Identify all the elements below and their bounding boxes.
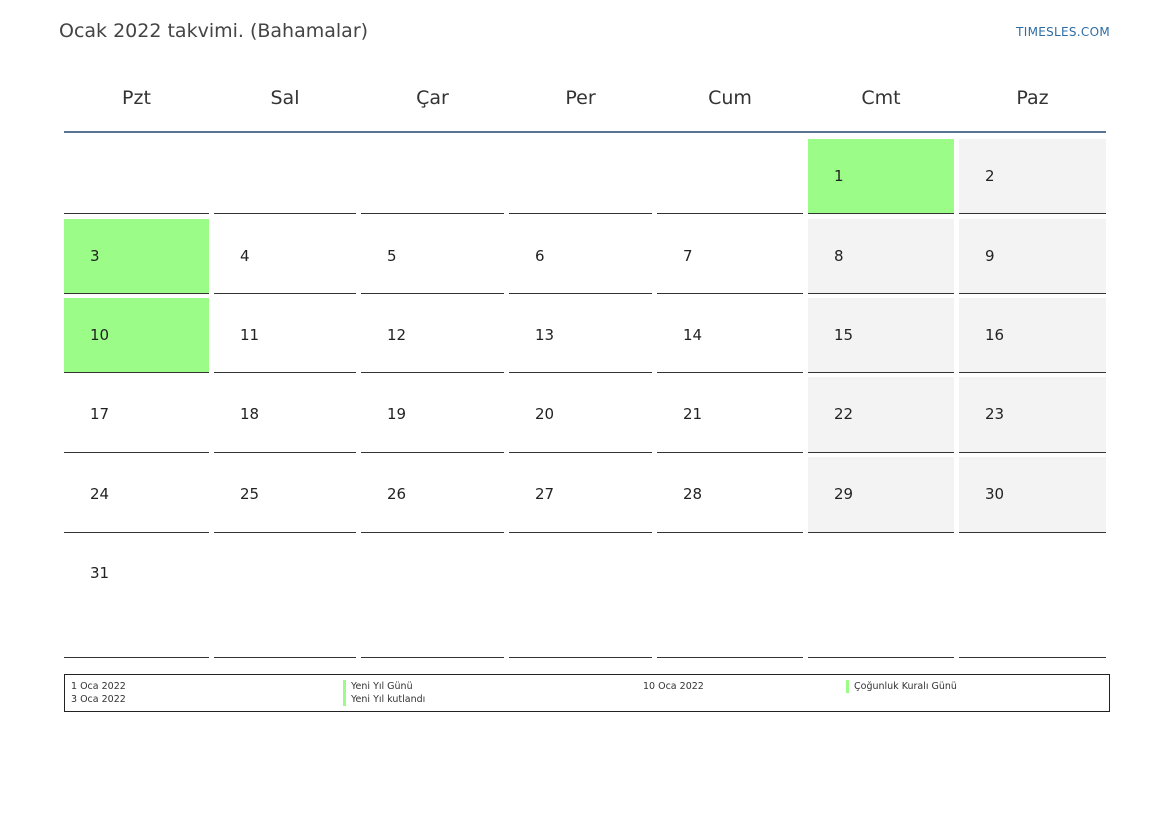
legend-date: 10 Oca 2022	[643, 681, 704, 692]
legend-holiday-name: Yeni Yıl Günü	[343, 680, 413, 693]
holiday-legend: 1 Oca 2022 3 Oca 2022 Yeni Yıl Günü Yeni…	[64, 674, 1110, 712]
weekday-label: Per	[565, 87, 596, 109]
day-cell: 20	[509, 377, 652, 453]
day-number: 3	[90, 247, 100, 265]
legend-dates-left: 1 Oca 2022 3 Oca 2022	[71, 680, 126, 706]
legend-names-left: Yeni Yıl Günü Yeni Yıl kutlandı	[343, 680, 425, 706]
day-cell: 26	[361, 457, 504, 533]
day-number: 24	[90, 485, 110, 503]
day-number: 10	[90, 326, 110, 344]
day-number: 18	[240, 405, 260, 423]
day-cell: 17	[64, 377, 209, 453]
weekday-label: Paz	[1016, 87, 1049, 109]
day-number: 16	[985, 326, 1005, 344]
day-cell: 27	[509, 457, 652, 533]
brand-link[interactable]: TIMESLES.COM	[1016, 25, 1110, 39]
empty-day-cell	[808, 536, 954, 658]
day-cell: 16	[959, 298, 1106, 373]
day-number: 26	[387, 485, 407, 503]
empty-day-cell	[64, 139, 209, 214]
day-number: 2	[985, 167, 995, 185]
day-number: 1	[834, 167, 844, 185]
empty-day-cell	[657, 536, 803, 658]
day-cell: 21	[657, 377, 803, 453]
day-cell: 9	[959, 219, 1106, 294]
day-number: 7	[683, 247, 693, 265]
day-number: 23	[985, 405, 1005, 423]
day-cell: 11	[214, 298, 356, 373]
empty-day-cell	[959, 536, 1106, 658]
empty-day-cell	[657, 139, 803, 214]
day-number: 14	[683, 326, 703, 344]
empty-day-cell	[509, 536, 652, 658]
legend-holiday-name: Çoğunluk Kuralı Günü	[846, 680, 957, 693]
day-cell: 14	[657, 298, 803, 373]
day-cell: 19	[361, 377, 504, 453]
legend-date: 1 Oca 2022	[71, 681, 126, 692]
empty-day-cell	[214, 536, 356, 658]
day-cell: 4	[214, 219, 356, 294]
day-number: 29	[834, 485, 854, 503]
day-cell: 22	[808, 377, 954, 453]
day-number: 5	[387, 247, 397, 265]
weekday-label: Çar	[416, 87, 449, 109]
day-number: 6	[535, 247, 545, 265]
header-divider	[64, 131, 1106, 133]
day-cell: 12	[361, 298, 504, 373]
legend-holiday-name: Yeni Yıl kutlandı	[343, 693, 425, 706]
day-number: 21	[683, 405, 703, 423]
day-number: 15	[834, 326, 854, 344]
day-cell: 5	[361, 219, 504, 294]
day-cell: 1	[808, 139, 954, 214]
weekday-label: Sal	[270, 87, 300, 109]
day-cell: 15	[808, 298, 954, 373]
day-number: 13	[535, 326, 555, 344]
empty-day-cell	[509, 139, 652, 214]
day-cell: 2	[959, 139, 1106, 214]
empty-day-cell	[361, 139, 504, 214]
legend-date: 3 Oca 2022	[71, 694, 126, 705]
day-cell: 6	[509, 219, 652, 294]
day-number: 27	[535, 485, 555, 503]
day-cell: 24	[64, 457, 209, 533]
weekday-header-row: Pzt Sal Çar Per Cum Cmt Paz	[64, 82, 1106, 118]
day-number: 4	[240, 247, 250, 265]
day-cell: 25	[214, 457, 356, 533]
day-cell: 28	[657, 457, 803, 533]
day-number: 30	[985, 485, 1005, 503]
day-number: 31	[90, 564, 110, 582]
empty-day-cell	[214, 139, 356, 214]
day-number: 12	[387, 326, 407, 344]
day-number: 17	[90, 405, 110, 423]
empty-day-cell	[361, 536, 504, 658]
day-cell: 8	[808, 219, 954, 294]
day-cell: 30	[959, 457, 1106, 533]
day-cell: 7	[657, 219, 803, 294]
day-cell: 10	[64, 298, 209, 373]
legend-names-right: Çoğunluk Kuralı Günü	[846, 680, 957, 693]
page-title: Ocak 2022 takvimi. (Bahamalar)	[59, 20, 369, 42]
day-number: 11	[240, 326, 260, 344]
day-number: 25	[240, 485, 260, 503]
day-cell: 13	[509, 298, 652, 373]
day-number: 8	[834, 247, 844, 265]
day-cell: 23	[959, 377, 1106, 453]
weekday-label: Pzt	[122, 87, 151, 109]
legend-dates-right: 10 Oca 2022	[643, 680, 704, 693]
day-number: 19	[387, 405, 407, 423]
day-number: 22	[834, 405, 854, 423]
weekday-label: Cmt	[861, 87, 901, 109]
day-number: 9	[985, 247, 995, 265]
day-number: 28	[683, 485, 703, 503]
weekday-label: Cum	[708, 87, 752, 109]
day-cell: 31	[64, 536, 209, 658]
day-cell: 3	[64, 219, 209, 294]
day-number: 20	[535, 405, 555, 423]
day-cell: 18	[214, 377, 356, 453]
day-cell: 29	[808, 457, 954, 533]
